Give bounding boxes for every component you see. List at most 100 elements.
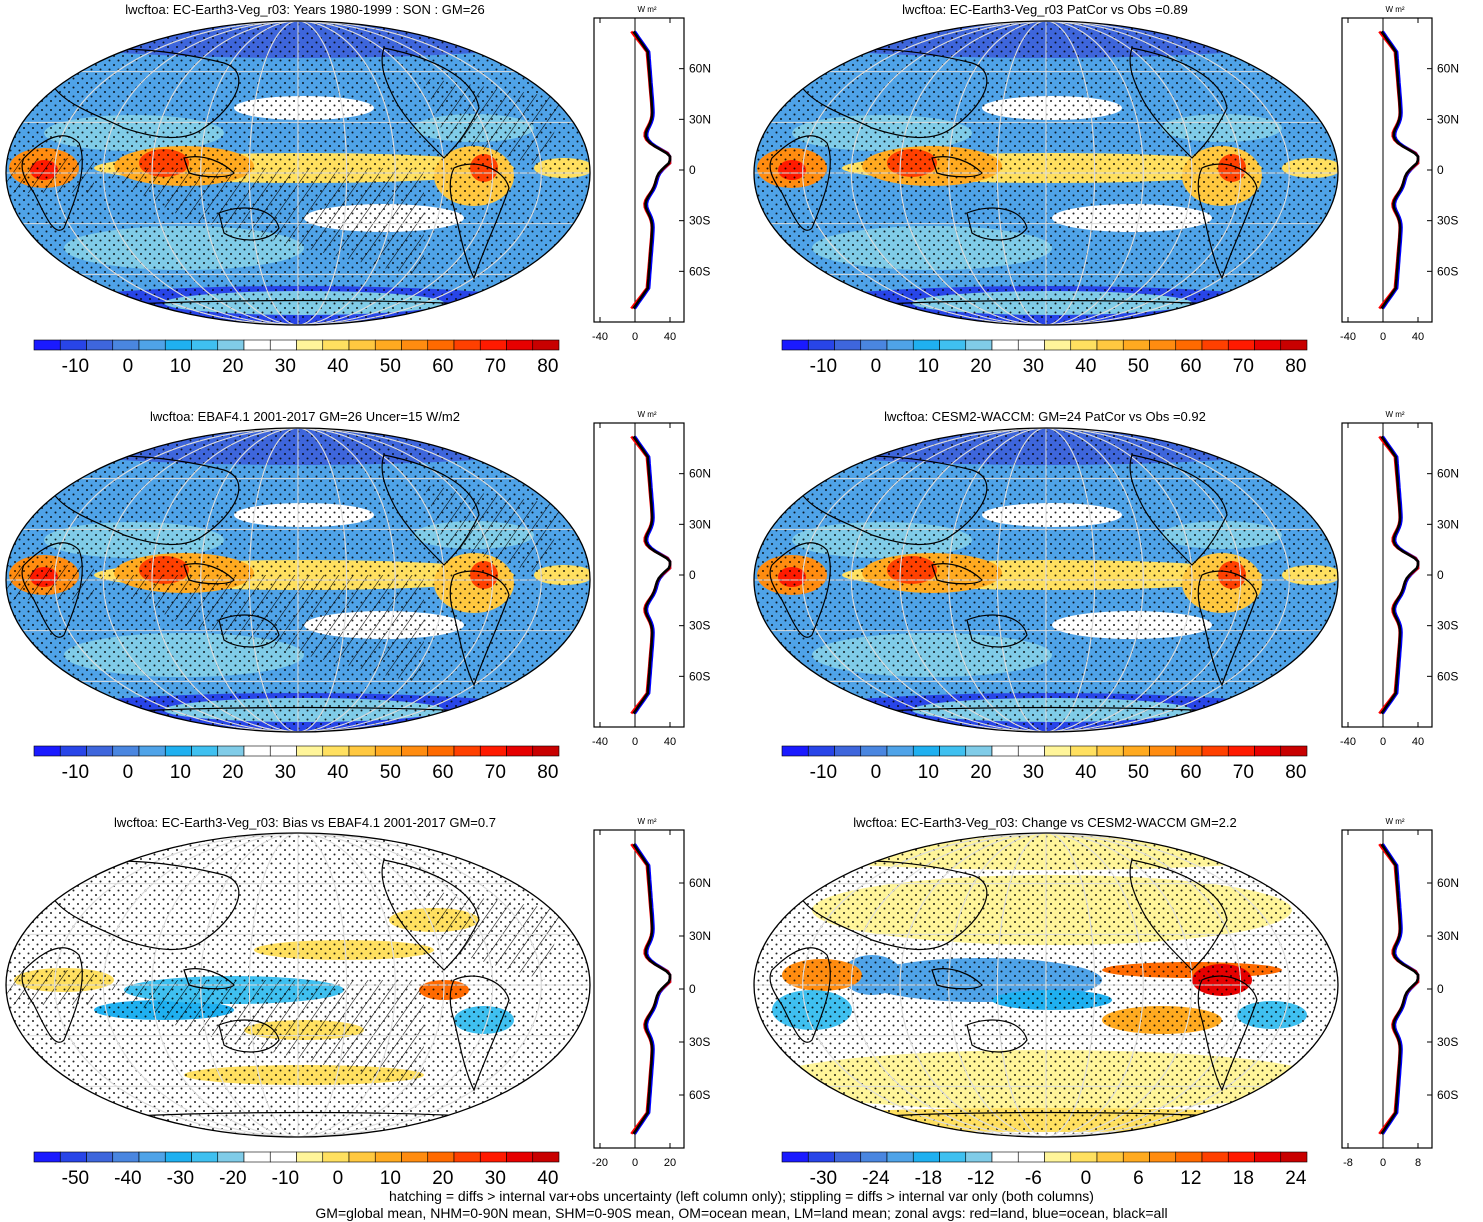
colorbar-swatch bbox=[1150, 1152, 1176, 1162]
colorbar-tick-label: 30 bbox=[1023, 762, 1044, 783]
colorbar-swatch bbox=[1255, 746, 1281, 756]
colorbar-swatch bbox=[808, 1152, 834, 1162]
colorbar-tick-label: -10 bbox=[810, 356, 837, 377]
zonal-x-tick-label: 40 bbox=[664, 736, 676, 748]
colorbar-tick-label: -50 bbox=[62, 1168, 89, 1189]
zonal-x-tick-label: 0 bbox=[1380, 1157, 1386, 1169]
colorbar-tick-label: 10 bbox=[918, 762, 939, 783]
colorbar-swatch bbox=[507, 746, 533, 756]
colorbar-swatch bbox=[1228, 746, 1254, 756]
colorbar-swatch bbox=[913, 340, 939, 350]
zonal-lat-label: 30N bbox=[689, 112, 711, 126]
colorbar-tick-label: 30 bbox=[1023, 356, 1044, 377]
colorbar-swatch bbox=[1071, 746, 1097, 756]
zonal-lat-label: 60N bbox=[1437, 467, 1459, 481]
colorbar-tick-label: -24 bbox=[862, 1168, 890, 1189]
colorbar-swatch bbox=[808, 746, 834, 756]
zonal-lat-label: 0 bbox=[689, 568, 696, 582]
colorbar-swatch bbox=[1176, 1152, 1202, 1162]
panel-title: lwcftoa: EC-Earth3-Veg_r03 PatCor vs Obs… bbox=[760, 2, 1330, 17]
colorbar-tick-label: -10 bbox=[810, 762, 837, 783]
zonal-lat-label: 60N bbox=[689, 467, 711, 481]
colorbar-swatch bbox=[1071, 1152, 1097, 1162]
zonal-x-tick-label: -40 bbox=[1340, 736, 1356, 748]
panel-title: lwcftoa: EC-Earth3-Veg_r03: Years 1980-1… bbox=[20, 2, 590, 17]
colorbar-swatch bbox=[428, 340, 454, 350]
colorbar-tick-label: 20 bbox=[432, 1168, 453, 1189]
zonal-lat-label: 60N bbox=[1437, 876, 1459, 890]
zonal-lat-label: 30N bbox=[1437, 517, 1459, 531]
colorbar-swatch bbox=[402, 340, 428, 350]
zonal-unit-label: W m² bbox=[637, 5, 656, 14]
zonal-lat-label: 60S bbox=[689, 264, 710, 278]
colorbar-swatch bbox=[533, 746, 559, 756]
colorbar-swatch bbox=[861, 1152, 887, 1162]
colorbar-tick-label: 24 bbox=[1285, 1168, 1307, 1189]
colorbar-swatch bbox=[1097, 340, 1123, 350]
panel-title: lwcftoa: EC-Earth3-Veg_r03: Change vs CE… bbox=[760, 815, 1330, 830]
colorbar-swatch bbox=[861, 746, 887, 756]
colorbar-swatch bbox=[323, 340, 349, 350]
colorbar-swatch bbox=[992, 340, 1018, 350]
zonal-lat-label: 30S bbox=[689, 1035, 710, 1049]
map-panel-2 bbox=[4, 425, 592, 735]
zonal-x-tick-label: 40 bbox=[664, 331, 676, 343]
colorbar-0: -100102030405060708090 bbox=[30, 338, 565, 380]
colorbar-tick-label: -20 bbox=[219, 1168, 246, 1189]
colorbar-swatch bbox=[1202, 746, 1228, 756]
colorbar-swatch bbox=[1097, 1152, 1123, 1162]
colorbar-swatch bbox=[533, 1152, 559, 1162]
colorbar-tick-label: 20 bbox=[970, 356, 991, 377]
colorbar-swatch bbox=[533, 340, 559, 350]
zonal-lat-label: 30S bbox=[1437, 214, 1458, 228]
colorbar-5: -30-24-18-12-60612182430 bbox=[778, 1150, 1313, 1192]
colorbar-swatch bbox=[1018, 746, 1044, 756]
zonal-frame bbox=[594, 18, 684, 322]
colorbar-swatch bbox=[454, 1152, 480, 1162]
colorbar-swatch bbox=[1281, 746, 1307, 756]
colorbar-swatch bbox=[887, 340, 913, 350]
colorbar-tick-label: 10 bbox=[918, 356, 939, 377]
zonal-unit-label: W m² bbox=[1385, 410, 1404, 419]
colorbar-swatch bbox=[507, 340, 533, 350]
zonal-lat-label: 60S bbox=[689, 669, 710, 683]
zonal-x-tick-label: 20 bbox=[664, 1157, 676, 1169]
colorbar-swatch bbox=[244, 746, 270, 756]
colorbar-tick-label: 50 bbox=[1128, 356, 1149, 377]
colorbar-swatch bbox=[192, 1152, 218, 1162]
colorbar-tick-label: 12 bbox=[1180, 1168, 1201, 1189]
colorbar-tick-label: 20 bbox=[222, 356, 243, 377]
colorbar-tick-label: 0 bbox=[333, 1168, 344, 1189]
colorbar-swatch bbox=[297, 746, 323, 756]
colorbar-tick-label: 80 bbox=[1285, 356, 1306, 377]
colorbar-swatch bbox=[139, 340, 165, 350]
colorbar-swatch bbox=[244, 1152, 270, 1162]
colorbar-tick-label: 40 bbox=[537, 1168, 558, 1189]
colorbar-tick-label: 0 bbox=[871, 762, 882, 783]
map-panel-0 bbox=[4, 18, 592, 328]
colorbar-swatch bbox=[966, 1152, 992, 1162]
colorbar-swatch bbox=[113, 746, 139, 756]
colorbar-swatch bbox=[60, 340, 86, 350]
zonal-x-tick-label: 0 bbox=[1380, 331, 1386, 343]
zonal-ocean-line bbox=[1383, 844, 1418, 1134]
colorbar-swatch bbox=[270, 746, 296, 756]
zonal-lat-label: 60S bbox=[689, 1088, 710, 1102]
colorbar-tick-label: 30 bbox=[485, 1168, 506, 1189]
colorbar-swatch bbox=[87, 746, 113, 756]
colorbar-swatch bbox=[782, 746, 808, 756]
colorbar-tick-label: 10 bbox=[170, 762, 191, 783]
colorbar-swatch bbox=[113, 340, 139, 350]
colorbar-swatch bbox=[1255, 340, 1281, 350]
zonal-lat-label: 60S bbox=[1437, 1088, 1458, 1102]
colorbar-tick-label: 18 bbox=[1233, 1168, 1254, 1189]
panel-title: lwcftoa: EC-Earth3-Veg_r03: Bias vs EBAF… bbox=[20, 815, 590, 830]
colorbar-swatch bbox=[454, 746, 480, 756]
zonal-frame bbox=[594, 830, 684, 1148]
colorbar-tick-label: 60 bbox=[432, 762, 453, 783]
colorbar-tick-label: 40 bbox=[1075, 356, 1096, 377]
colorbar-tick-label: 40 bbox=[327, 356, 348, 377]
colorbar-swatch bbox=[323, 1152, 349, 1162]
